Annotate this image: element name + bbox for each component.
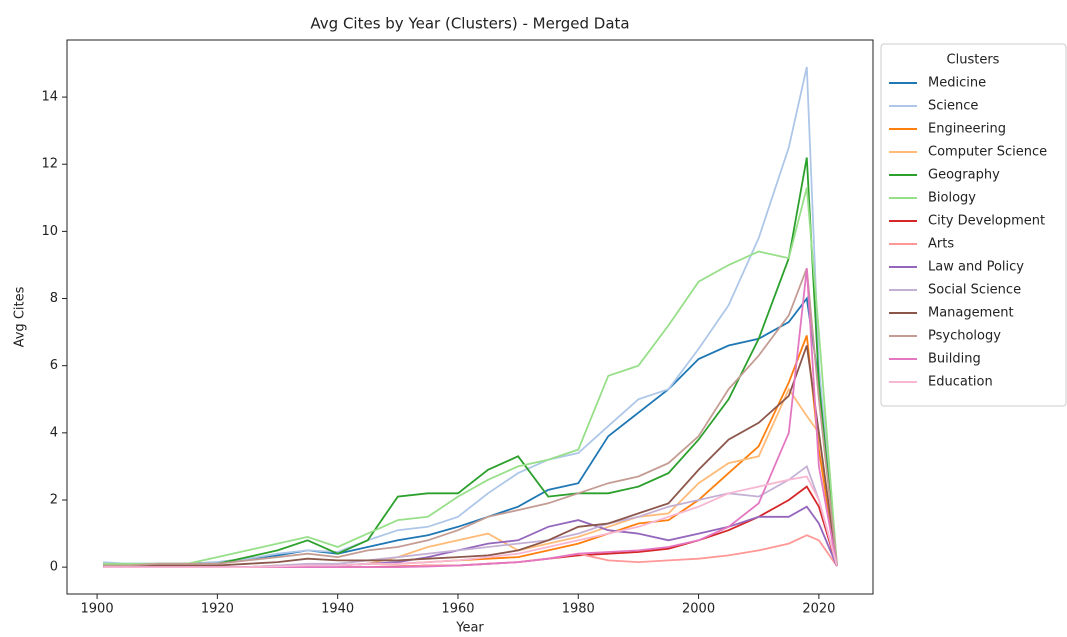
x-tick-label: 1940 — [321, 602, 354, 617]
y-tick-label: 12 — [41, 157, 58, 172]
series-line — [103, 335, 838, 568]
y-tick-label: 4 — [50, 425, 58, 440]
series-line — [103, 464, 838, 568]
legend-label: Science — [928, 99, 978, 114]
series-line — [103, 187, 838, 565]
y-tick-label: 2 — [50, 492, 58, 507]
legend-label: Arts — [928, 237, 954, 252]
legend-label: Engineering — [928, 122, 1006, 137]
y-tick-label: 14 — [41, 90, 58, 105]
y-tick-label: 10 — [41, 224, 58, 239]
x-axis-label: Year — [455, 621, 484, 636]
legend-label: Biology — [928, 191, 976, 206]
legend-box — [880, 43, 1067, 407]
legend-label: Law and Policy — [928, 260, 1024, 275]
y-tick-label: 8 — [50, 291, 58, 306]
series-line — [103, 345, 838, 568]
y-tick-label: 6 — [50, 358, 58, 373]
x-tick-label: 2000 — [682, 602, 715, 617]
plot-frame — [66, 39, 874, 595]
y-axis-label: Avg Cites — [13, 286, 28, 347]
series-line — [103, 387, 838, 568]
legend-label: Psychology — [928, 329, 1001, 344]
x-tick-label: 1900 — [81, 602, 114, 617]
legend-label: Medicine — [928, 76, 986, 91]
legend-label: Social Science — [928, 283, 1021, 298]
series-line — [103, 267, 838, 567]
chart-title: Avg Cites by Year (Clusters) - Merged Da… — [310, 15, 629, 33]
legend-label: Education — [928, 375, 993, 390]
x-tick-label: 1960 — [441, 602, 474, 617]
series-line — [103, 157, 838, 567]
legend-label: Building — [928, 352, 981, 367]
x-tick-label: 1920 — [201, 602, 234, 617]
legend-label: Management — [928, 306, 1014, 321]
series-line — [103, 475, 838, 568]
legend-label: Geography — [928, 168, 1000, 183]
legend-title: Clusters — [947, 53, 1000, 68]
x-tick-label: 2020 — [802, 602, 835, 617]
legend-label: Computer Science — [928, 145, 1047, 160]
y-tick-label: 0 — [50, 560, 58, 575]
x-tick-label: 1980 — [562, 602, 595, 617]
legend-label: City Development — [928, 214, 1045, 229]
